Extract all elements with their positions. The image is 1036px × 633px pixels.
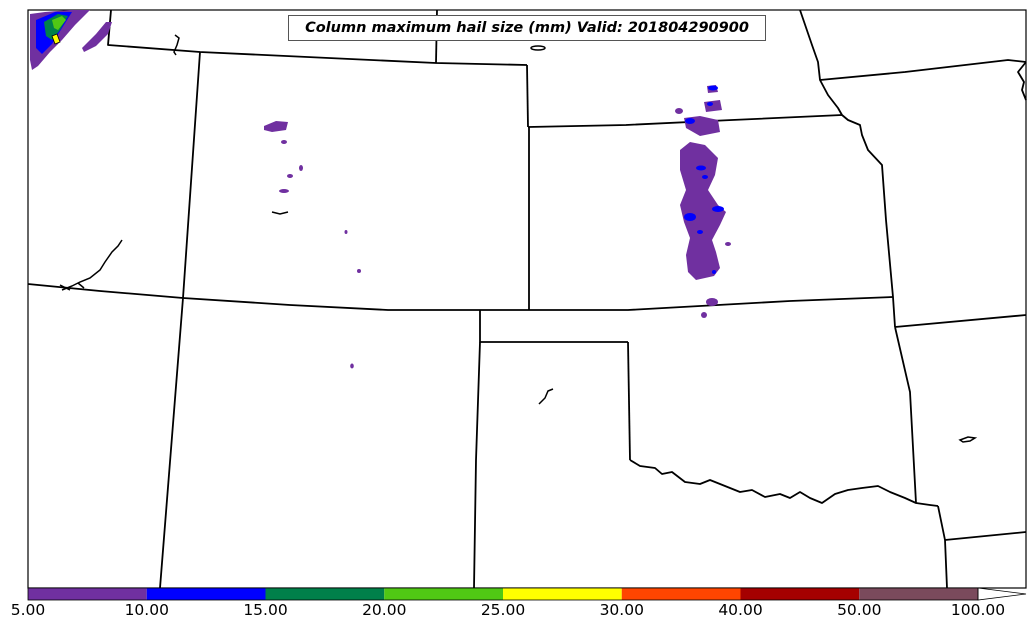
colorbar-tick-label: 5.00	[10, 601, 46, 619]
colorbar-bin-5-10	[28, 588, 147, 600]
hail-contours	[30, 10, 731, 369]
colorbar-outline	[27, 587, 979, 601]
colorbar-bin-25-30	[503, 588, 622, 600]
colorbar-tick-label: 10.00	[124, 601, 169, 619]
colorbar-tick-label: 25.00	[480, 601, 526, 619]
lakes	[59, 34, 978, 443]
colorbar-extend-arrow	[977, 587, 1027, 601]
colorbar-tick-label: 100.00	[950, 601, 1006, 619]
colorbar-bin-30-40	[621, 588, 741, 600]
colorbar-bin-10-15	[146, 588, 266, 600]
state-borders	[27, 9, 1027, 589]
colorbar-tick-label: 30.00	[599, 601, 644, 619]
colorbar-tick-label: 40.00	[718, 601, 763, 619]
colorbar-bin-15-20	[265, 588, 385, 600]
colorbar-tick-label: 50.00	[837, 601, 882, 619]
map-title: Column maximum hail size (mm) Valid: 201…	[288, 15, 766, 41]
colorbar	[27, 587, 1027, 601]
colorbar-tick-label: 20.00	[362, 601, 407, 619]
colorbar-bin-20-25	[384, 588, 503, 600]
colorbar-tick-label: 15.00	[243, 601, 288, 619]
colorbar-bin-40-50	[740, 588, 860, 600]
colorbar-bin-50-100	[859, 588, 978, 600]
